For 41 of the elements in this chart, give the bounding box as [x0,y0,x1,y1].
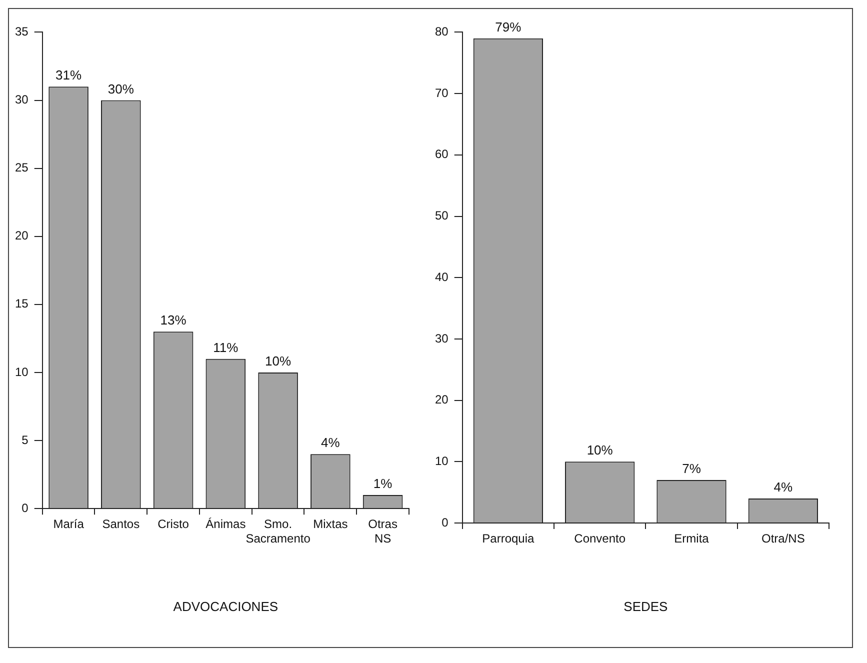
x-tick-label: Otra/NS [761,532,805,546]
y-tick-label: 10 [434,454,449,468]
data-label: 4% [774,480,793,495]
data-label: 11% [213,340,239,355]
x-tick-label: Parroquia [482,532,535,546]
data-label: 7% [682,461,702,476]
y-tick-label: 40 [434,270,449,284]
x-tick-label: Ánimas [206,517,246,532]
y-tick-label: 80 [434,24,449,39]
x-tick-label: Mixtas [313,517,348,532]
x-axis-title: ADVOCACIONES [173,598,278,614]
data-label: 79% [495,19,522,34]
y-tick-label: 30 [14,92,29,107]
y-tick-label: 50 [434,208,449,223]
data-label: 4% [321,435,340,450]
y-tick-label: 0 [22,500,29,515]
x-tick-label: Otras NS [368,517,398,546]
data-label: 30% [108,81,134,96]
x-tick-label: Santos [102,517,140,532]
x-axis-title: SEDES [624,598,668,614]
x-tick-label: Cristo [158,517,190,532]
y-tick-label: 70 [434,86,449,100]
y-tick-label: 20 [434,392,449,407]
data-label: 31% [56,68,82,83]
y-tick-label: 60 [434,147,449,162]
x-tick-label: María [53,517,84,532]
y-tick-label: 25 [14,160,29,175]
y-tick-label: 35 [14,24,29,39]
y-tick-label: 10 [14,364,29,379]
x-tick-label: Convento [574,532,626,546]
y-tick-label: 15 [14,296,29,311]
data-label: 10% [265,354,292,369]
data-label: 13% [160,312,187,328]
y-tick-label: 0 [442,515,449,530]
x-tick-label: Ermita [674,532,710,546]
data-label: 1% [373,476,393,492]
y-tick-label: 5 [22,432,29,447]
y-tick-label: 20 [14,228,29,243]
y-tick-label: 30 [434,331,449,346]
x-tick-label: Smo. Sacramento [246,517,311,546]
data-label: 10% [586,442,614,458]
